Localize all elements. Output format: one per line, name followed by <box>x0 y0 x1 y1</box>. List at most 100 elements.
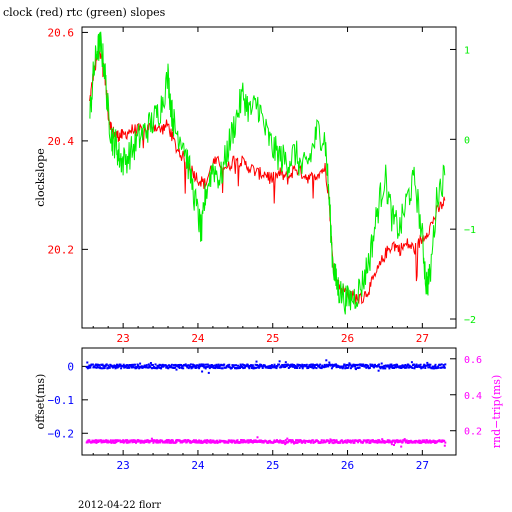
offset-point <box>429 363 432 366</box>
y2-tick-label: 0 <box>464 135 470 146</box>
y2-tick-label: 0.2 <box>464 427 482 438</box>
rndtrip-point <box>268 439 271 442</box>
offset-point <box>401 364 404 367</box>
offset-point <box>220 367 223 370</box>
offset-point <box>126 364 129 367</box>
plot-frame <box>81 26 457 329</box>
offset-point <box>437 366 440 369</box>
rndtrip-point <box>144 439 147 442</box>
rndtrip-point <box>434 440 437 443</box>
offset-point <box>127 365 130 368</box>
offset-point <box>237 364 239 367</box>
offset-point <box>347 364 350 367</box>
offset-point <box>343 363 346 366</box>
offset-point <box>419 366 422 369</box>
rndtrip-point <box>443 439 446 442</box>
offset-point <box>117 364 119 367</box>
offset-point <box>228 363 231 366</box>
rndtrip-point <box>227 441 230 444</box>
rndtrip-point <box>323 439 326 442</box>
rndtrip-point <box>109 440 112 443</box>
offset-point <box>101 363 104 366</box>
offset-point <box>230 366 233 369</box>
rndtrip-point <box>256 436 259 439</box>
rndtrip-point <box>205 441 208 444</box>
rndtrip-point <box>353 441 356 444</box>
offset-point <box>145 366 148 368</box>
rndtrip-point <box>158 439 161 442</box>
rndtrip-point <box>284 439 287 442</box>
offset-point <box>367 365 370 368</box>
rndtrip-point <box>86 441 89 444</box>
offset-point <box>278 363 281 366</box>
offset-point <box>335 363 337 366</box>
rndtrip-point <box>126 439 129 442</box>
offset-point <box>390 365 393 368</box>
offset-point <box>86 361 89 364</box>
rndtrip-point <box>267 441 270 444</box>
offset-point <box>313 364 315 367</box>
offset-point <box>440 363 443 366</box>
rndtrip-point <box>296 439 298 442</box>
offset-point <box>129 364 132 366</box>
offset-point <box>137 365 140 368</box>
rndtrip-point <box>240 439 243 441</box>
offset-point <box>112 366 115 368</box>
offset-point <box>206 363 209 366</box>
rndtrip-point <box>100 439 103 442</box>
offset-point <box>335 366 338 369</box>
rndtrip-point <box>150 437 153 440</box>
rndtrip-point <box>383 440 386 443</box>
rndtrip-point <box>111 439 114 442</box>
rndtrip-point <box>91 441 94 444</box>
rndtrip-point <box>205 439 208 442</box>
rndtrip-point <box>260 440 263 443</box>
rndtrip-point <box>252 441 255 443</box>
offset-point <box>404 364 407 366</box>
offset-point <box>296 363 299 366</box>
rndtrip-point <box>300 439 303 442</box>
rndtrip-point <box>262 441 265 444</box>
offset-point <box>239 363 242 366</box>
offset-point <box>176 365 179 368</box>
offset-point <box>442 364 445 367</box>
plot-frame <box>81 347 457 456</box>
rndtrip-point <box>283 441 286 444</box>
rndtrip-point <box>246 439 249 442</box>
rndtrip-point <box>366 441 369 444</box>
offset-point <box>307 365 310 368</box>
offset-point <box>294 364 297 367</box>
rndtrip-point <box>151 439 154 442</box>
offset-point <box>223 363 226 366</box>
rndtrip-point <box>349 441 352 444</box>
offset-point <box>95 363 97 366</box>
offset-point <box>202 363 205 366</box>
offset-point <box>308 364 311 367</box>
offset-point <box>149 362 152 364</box>
offset-point <box>198 363 201 366</box>
rndtrip-point <box>171 439 174 442</box>
offset-point <box>159 364 162 367</box>
offset-point <box>423 363 426 366</box>
offset-point <box>156 367 158 370</box>
offset-point <box>238 365 241 368</box>
rndtrip-point <box>132 439 135 442</box>
rndtrip-point <box>131 440 134 443</box>
offset-point <box>414 365 417 368</box>
offset-point <box>164 364 167 367</box>
rndtrip-point <box>298 440 301 443</box>
offset-point <box>311 363 314 366</box>
y-tick-label: 20.2 <box>48 243 75 256</box>
rndtrip-point <box>105 439 108 442</box>
rndtrip-point <box>419 439 422 442</box>
offset-point <box>434 363 437 366</box>
rndtrip-point <box>93 441 96 444</box>
offset-point <box>284 361 287 364</box>
rndtrip-point <box>88 439 91 442</box>
offset-point <box>167 367 170 370</box>
offset-point <box>354 365 356 368</box>
offset-point <box>255 366 257 369</box>
offset-point <box>161 363 164 366</box>
rndtrip-point <box>235 441 238 444</box>
offset-point <box>207 371 210 374</box>
